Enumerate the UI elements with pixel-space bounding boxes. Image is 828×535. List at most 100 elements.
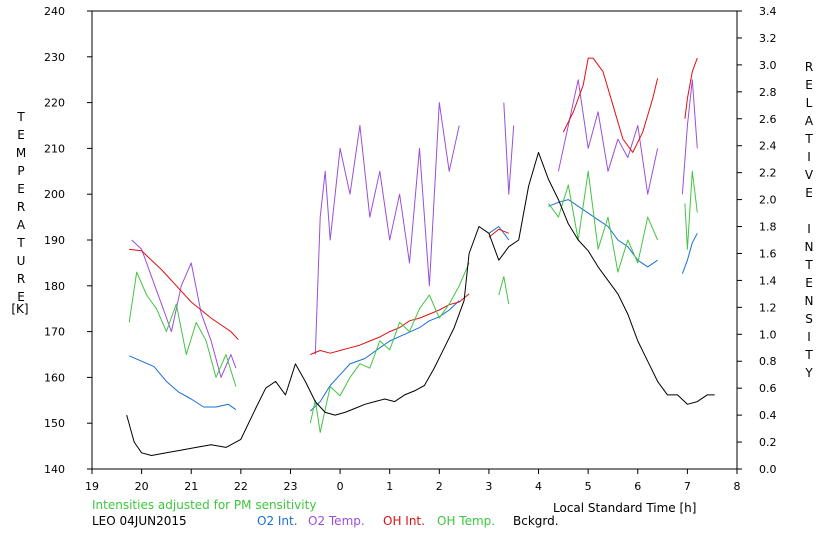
y-left-tick-label: 230 [44,51,65,64]
y-right-tick-label: 2.8 [759,86,777,99]
y-right-tick-label: 3.2 [759,32,777,45]
series-line-oh-temp [684,170,698,250]
x-tick-label: 23 [283,480,297,493]
y-right-tick-label: 1.4 [759,274,777,287]
x-tick-label: 21 [184,480,198,493]
x-tick-label: 2 [436,480,443,493]
y-right-tick-label: 3.4 [759,5,777,18]
series-line-o2-int [309,300,460,412]
legend-o2-int: O2 Int. [257,514,298,528]
y-left-axis-letter: M [15,146,27,160]
y-right-axis-letter: I [807,150,811,164]
x-tick-label: 3 [485,480,492,493]
x-tick-label: 19 [85,480,99,493]
y-right-axis-letter: T [805,258,813,272]
y-left-tick-label: 150 [44,417,65,430]
x-tick-label: 4 [535,480,542,493]
y-left-axis-unit: [K] [11,302,29,316]
y-right-tick-label: 3.0 [759,59,777,72]
y-left-axis-letter: A [16,218,26,232]
y-right-axis-letter: Y [805,366,813,380]
y-right-tick-label: 0.6 [759,382,777,395]
y-right-tick-label: 0.8 [759,355,777,368]
y-right-tick-label: 1.8 [759,221,777,234]
y-left-tick-label: 180 [44,280,65,293]
y-left-axis-letter: E [17,290,25,304]
series-line-oh-temp [548,170,659,273]
y-left-axis-ticks: 140 150 160 170 180 190 200 210 220 230 240 [44,5,92,476]
y-left-axis-letter: R [16,272,26,286]
series-line-o2-temp [131,239,237,378]
y-right-axis-letter: A [804,114,814,128]
series-line-o2-int [488,226,510,241]
y-right-axis-letter: N [804,240,814,254]
plot-frame [91,10,738,470]
y-left-tick-label: 210 [44,142,65,155]
series-line-o2-temp [314,102,460,355]
series-line-o2-int [129,355,237,411]
intensity-note: Intensities adjusted for PM sensitivity [92,498,317,512]
y-right-axis-letter: V [804,168,814,182]
series-line-oh-temp [309,262,470,433]
y-right-tick-label: 0.0 [759,463,777,476]
series-line-o2-int [548,199,658,268]
y-right-axis-letter: I [807,222,811,236]
y-left-axis-letter: E [17,182,25,196]
legend-o2-temp: O2 Temp. [308,514,365,528]
y-right-axis-letter: R [804,60,814,74]
x-tick-label: 20 [135,480,149,493]
y-right-axis-letter: T [805,348,813,362]
x-tick-label: 1 [386,480,393,493]
y-right-axis-letter [802,202,816,220]
legend-oh-int: OH Int. [383,514,425,528]
legend-oh-temp: OH Temp. [437,514,496,528]
y-right-axis-letter: L [805,96,813,110]
y-left-tick-label: 200 [44,188,65,201]
y-right-axis-letter: I [807,330,811,344]
x-tick-label: 0 [337,480,344,493]
x-tick-label: 6 [634,480,641,493]
x-axis-ticks: 19 20 21 22 23 0 1 2 3 4 5 6 7 8 [85,469,741,493]
y-right-axis-letter: S [805,312,813,326]
y-right-tick-label: 1.6 [759,247,777,260]
series-line-oh-int [684,57,698,119]
y-right-tick-label: 2.6 [759,113,777,126]
y-right-tick-label: 0.2 [759,436,777,449]
y-right-axis-letter: E [805,78,813,92]
y-left-axis-letter: T [17,236,25,250]
y-right-tick-label: 1.0 [759,328,777,341]
station-date: LEO 04JUN2015 [92,514,187,528]
x-tick-label: 5 [585,480,592,493]
series-lines [126,57,715,456]
series-line-bckgrd [126,151,715,456]
y-left-axis-letter: P [17,164,25,178]
x-tick-label: 8 [734,480,741,493]
legend-bckgrd: Bckgrd. [513,514,559,528]
y-right-axis-letter: N [804,294,814,308]
series-line-oh-int [562,57,659,153]
y-right-axis-letter: T [805,132,813,146]
x-tick-label: 22 [234,480,248,493]
y-left-tick-label: 220 [44,97,65,110]
series-line-o2-temp [503,102,515,195]
y-left-axis-letter: R [16,200,26,214]
series-line-o2-temp [681,79,698,195]
series-line-oh-int [310,293,470,355]
x-tick-label: 7 [684,480,691,493]
y-left-axis-letter: E [17,128,25,142]
x-axis-label: Local Standard Time [h] [553,501,696,515]
series-line-oh-int [129,248,239,341]
y-right-tick-label: 2.4 [759,140,777,153]
y-left-axis-letter: T [17,110,25,124]
y-right-axis-letter: E [805,276,813,290]
series-line-oh-temp [128,271,237,387]
y-left-tick-label: 190 [44,234,65,247]
y-right-tick-label: 2.2 [759,167,777,180]
series-line-oh-int [488,228,509,238]
series-line-oh-temp [498,276,510,305]
y-right-tick-label: 1.2 [759,301,777,314]
y-left-tick-label: 140 [44,463,65,476]
